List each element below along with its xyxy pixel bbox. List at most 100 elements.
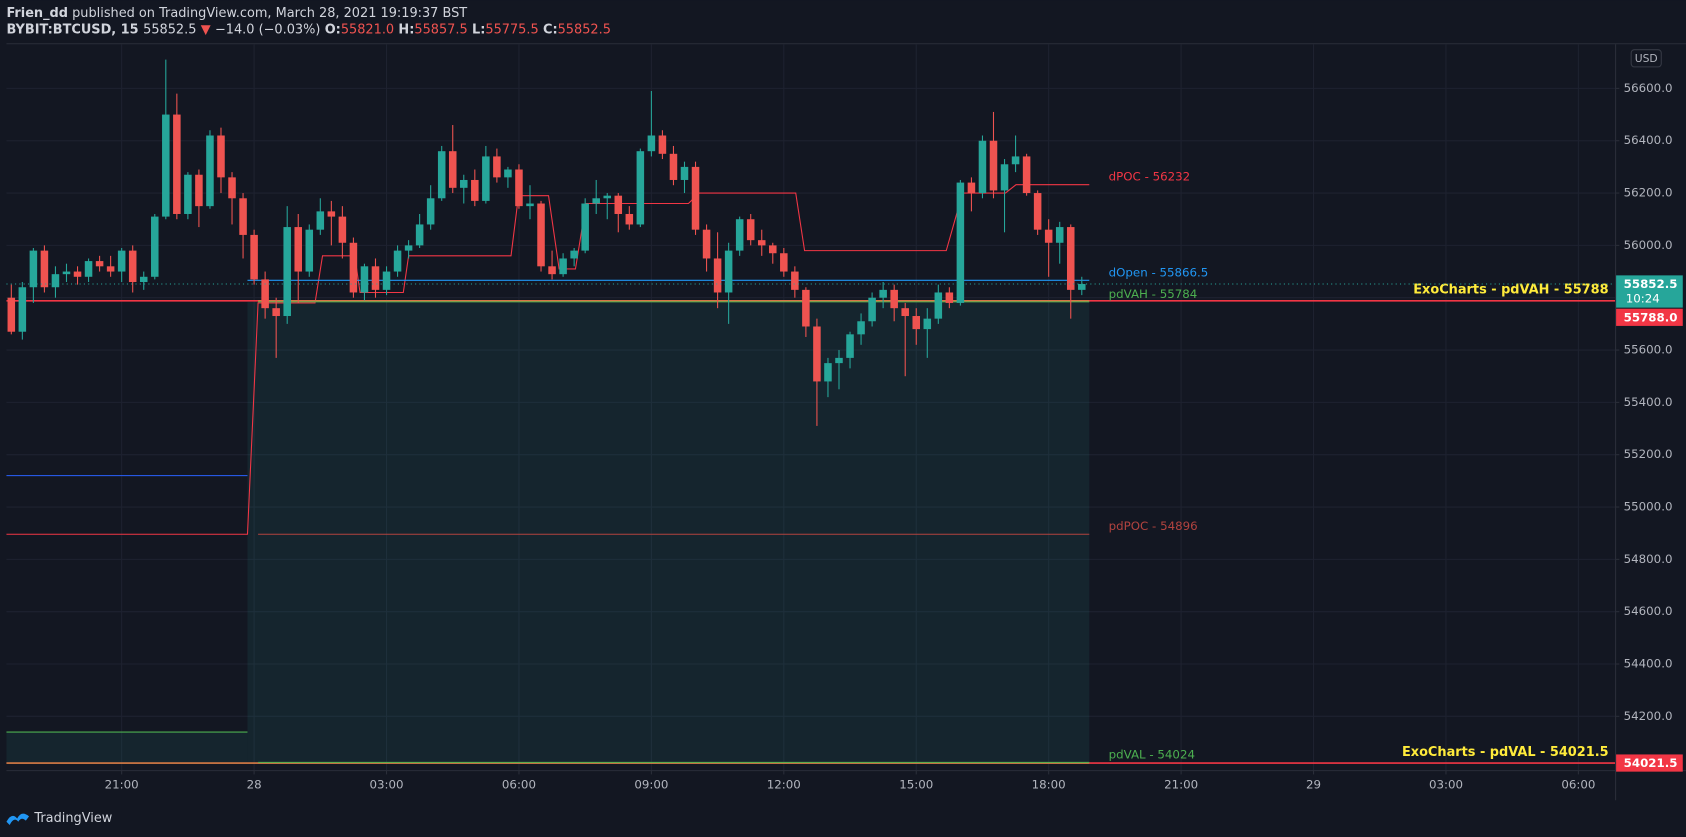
candle-body xyxy=(802,289,810,327)
plot: 54200.0 54400.0 54600.0 54800.0 55000.0 55200… xyxy=(6,44,1683,792)
x-tick-label: 21:00 xyxy=(105,778,139,792)
indicator-label: pdVAH - 55784 xyxy=(1109,287,1198,301)
indicator-label: pdPOC - 54896 xyxy=(1109,519,1198,533)
candle-body xyxy=(1011,156,1020,165)
candle-body xyxy=(879,289,887,298)
y-tick-label: 55000.0 xyxy=(1624,500,1673,514)
symbol: BYBIT:BTCUSD, 15 xyxy=(6,22,138,37)
y-tick-label: 55600.0 xyxy=(1624,343,1673,357)
price-tag-label: 54021.5 xyxy=(1624,756,1678,770)
candle-body xyxy=(636,151,645,225)
candle-body xyxy=(404,245,413,251)
candle-body xyxy=(537,203,545,267)
candle-body xyxy=(261,279,269,309)
candle-body xyxy=(360,266,369,293)
ohlc-key: C: xyxy=(543,22,558,37)
price-tag xyxy=(1616,308,1683,326)
candle-body xyxy=(956,182,965,303)
candle-body xyxy=(1033,193,1042,230)
candle-body xyxy=(1066,227,1075,290)
ohlc-value: 55857.5 xyxy=(414,22,467,37)
candle-body xyxy=(526,203,534,207)
candle-body xyxy=(1044,229,1053,243)
y-tick-label: 56600.0 xyxy=(1624,81,1673,95)
candle-body xyxy=(669,153,678,180)
x-tick-label: 12:00 xyxy=(767,778,801,792)
y-tick-label: 54400.0 xyxy=(1624,657,1673,671)
x-tick-label: 06:00 xyxy=(502,778,536,792)
y-tick-label: 56200.0 xyxy=(1624,186,1673,200)
candle-body xyxy=(603,195,612,199)
candle-body xyxy=(7,297,16,332)
y-tick-label: 55200.0 xyxy=(1624,447,1673,461)
candle-body xyxy=(51,274,60,288)
y-tick-label: 56400.0 xyxy=(1624,133,1673,147)
candle-body xyxy=(349,242,358,293)
candle-body xyxy=(173,114,181,214)
candle-body xyxy=(195,174,203,207)
candle-body xyxy=(912,316,921,330)
level-label: ExoCharts - pdVAL - 54021.5 xyxy=(1402,745,1609,760)
candle-body xyxy=(437,151,446,199)
candle-body xyxy=(151,216,159,277)
change: −14.0 (−0.03%) xyxy=(215,22,320,37)
ohlc-key: L: xyxy=(472,22,485,37)
candle-body xyxy=(106,266,115,272)
candle-body xyxy=(581,203,589,251)
candle-body xyxy=(316,211,325,230)
x-tick-label: 15:00 xyxy=(899,778,933,792)
candle-body xyxy=(846,334,854,358)
candle-body xyxy=(735,219,744,251)
x-tick-label: 29 xyxy=(1306,778,1321,792)
candle-body xyxy=(890,289,898,309)
candle-body xyxy=(1022,156,1031,194)
x-tick-label: 03:00 xyxy=(1429,778,1463,792)
candle-body xyxy=(471,179,479,201)
candle-body xyxy=(305,229,314,272)
header-line: Frien_dd published on TradingView.com, M… xyxy=(6,6,467,21)
candle-body xyxy=(592,198,600,204)
value-area xyxy=(6,732,248,764)
candle-body xyxy=(117,250,126,272)
candle-body xyxy=(548,266,556,275)
currency: USD xyxy=(1635,52,1658,65)
candle-body xyxy=(206,135,214,207)
price-tag-label: 55788.0 xyxy=(1624,310,1678,324)
candle-body xyxy=(835,357,843,364)
symbol-text: BYBIT:BTCUSD, 15 55852.5 ▼ −14.0 (−0.03%) O… xyxy=(6,22,610,37)
candle-body xyxy=(40,250,49,288)
candle-body xyxy=(791,271,799,290)
indicator-label: dPOC - 56232 xyxy=(1109,170,1191,184)
candle-body xyxy=(989,140,998,191)
candle-body xyxy=(493,156,501,178)
candle-body xyxy=(1055,227,1064,243)
ohlc-value: 55775.5 xyxy=(485,22,538,37)
candle-body xyxy=(978,140,987,194)
candle-body xyxy=(460,179,468,188)
candle-body xyxy=(746,219,755,241)
candle-body xyxy=(393,250,402,272)
candle-body xyxy=(415,224,424,246)
price-tag xyxy=(1616,275,1683,308)
y-tick-label: 54800.0 xyxy=(1624,552,1673,566)
countdown: 10:24 xyxy=(1626,292,1660,306)
candle-body xyxy=(934,292,943,319)
x-tick-label: 09:00 xyxy=(634,778,668,792)
candle-body xyxy=(780,253,788,272)
candle-body xyxy=(338,216,347,243)
currency-box[interactable] xyxy=(1630,49,1662,68)
candle-body xyxy=(901,308,909,317)
indicator-label: dOpen - 55866.5 xyxy=(1109,265,1209,279)
price-tag-label: 55852.5 xyxy=(1624,277,1678,291)
candle-body xyxy=(228,177,236,199)
y-tick-label: 54200.0 xyxy=(1624,709,1673,723)
candle-body xyxy=(757,240,766,246)
candle-body xyxy=(713,258,722,293)
x-tick-label: 21:00 xyxy=(1164,778,1198,792)
x-tick-label: 28 xyxy=(247,778,262,792)
candle-body xyxy=(184,174,192,214)
candle-body xyxy=(724,250,733,293)
symbol-line: BYBIT:BTCUSD, 15 55852.5 ▼ −14.0 (−0.03%) O… xyxy=(6,22,610,37)
